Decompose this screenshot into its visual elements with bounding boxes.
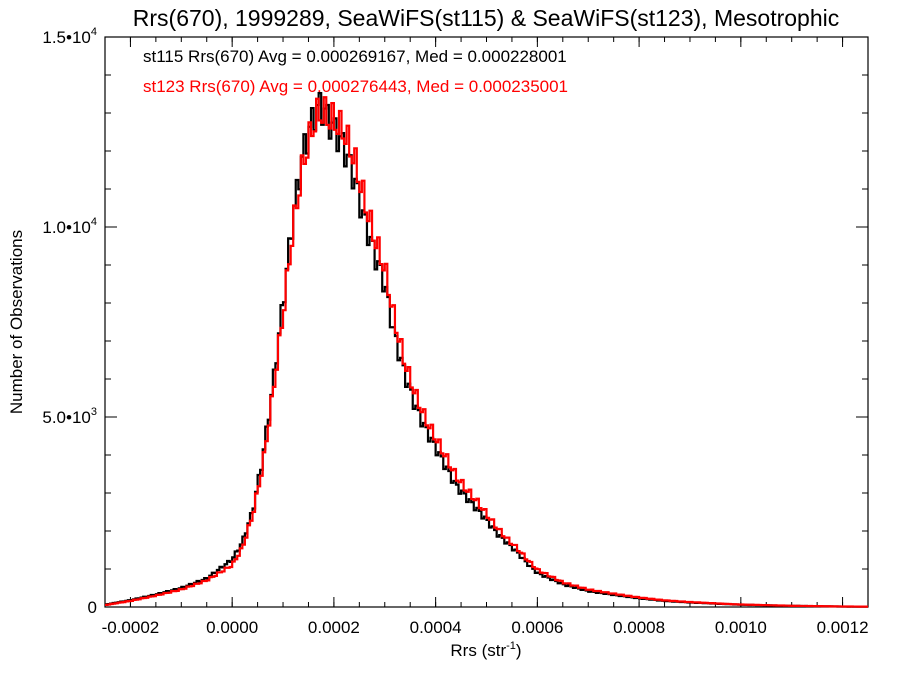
series-st115-histogram — [105, 92, 868, 608]
y-tick-label: 1.5•104 — [42, 26, 97, 47]
y-tick-label: 5.0•103 — [42, 406, 97, 427]
axis-ticks: -0.0002 0.0000 0.0002 0.0004 0.0006 0.0008 0.0… — [42, 26, 868, 637]
y-tick-label: 0 — [88, 598, 97, 617]
y-tick-exponent: 3 — [91, 406, 97, 418]
x-axis-label-main: Rrs (str — [450, 641, 506, 660]
x-tick-label: 0.0010 — [715, 618, 767, 637]
x-axis-label-sup: -1 — [506, 640, 516, 652]
x-tick-label: 0.0002 — [308, 618, 360, 637]
y-tick-exponent: 4 — [91, 216, 97, 228]
x-tick-label: 0.0012 — [817, 618, 869, 637]
y-tick-exponent: 4 — [91, 26, 97, 38]
x-tick-label: -0.0002 — [102, 618, 160, 637]
x-axis-label-close: ) — [516, 641, 522, 660]
plot-frame — [104, 36, 869, 608]
chart-title: Rrs(670), 1999289, SeaWiFS(st115) & SeaW… — [133, 5, 839, 31]
y-tick-mantissa: 1.0•10 — [42, 218, 91, 237]
x-tick-label: 0.0000 — [206, 618, 258, 637]
x-tick-label: 0.0004 — [410, 618, 462, 637]
x-tick-label: 0.0008 — [613, 618, 665, 637]
y-tick-mantissa: 5.0•10 — [42, 408, 91, 427]
y-tick-mantissa: 1.5•10 — [42, 28, 91, 47]
y-tick-label: 1.0•104 — [42, 216, 97, 237]
y-axis-label: Number of Observations — [7, 230, 26, 414]
legend-entry-st123: st123 Rrs(670) Avg = 0.000276443, Med = … — [143, 77, 568, 96]
x-axis-label: Rrs (str-1) — [450, 640, 521, 660]
x-tick-label: 0.0006 — [511, 618, 563, 637]
series-layer — [105, 92, 868, 608]
legend-entry-st115: st115 Rrs(670) Avg = 0.000269167, Med = … — [143, 47, 567, 66]
series-st123-histogram — [105, 96, 868, 608]
y-tick-mantissa: 0 — [88, 598, 97, 617]
